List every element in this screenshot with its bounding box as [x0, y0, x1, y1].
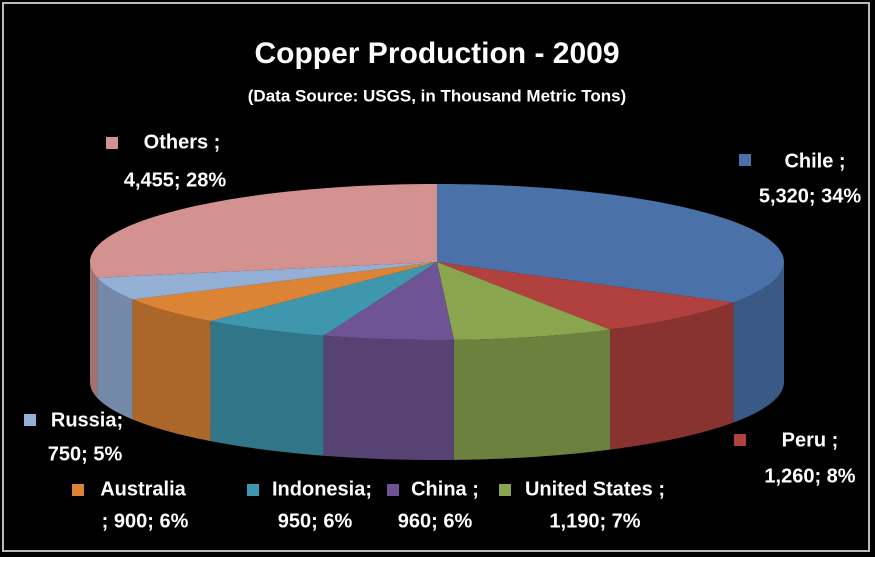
slice-side [733, 262, 784, 423]
data-label-value: 750; 5% [48, 443, 123, 465]
legend-swatch [387, 484, 399, 496]
slice [97, 262, 437, 300]
data-label-value: 1,190; 7% [549, 510, 640, 532]
slice-side [97, 277, 133, 420]
legend-swatch [739, 154, 751, 166]
chart-title: Copper Production - 2009 [254, 37, 619, 70]
legend-swatch [247, 484, 259, 496]
legend-swatch [499, 484, 511, 496]
slice-side [132, 299, 211, 442]
data-label-name: Peru ; [782, 429, 839, 451]
frame [2, 2, 870, 552]
legend-swatch [72, 484, 84, 496]
slice [437, 262, 734, 330]
legend-swatch [734, 434, 746, 446]
data-label-name: Others ; [144, 131, 221, 153]
slice-side [323, 335, 454, 460]
slice-side [453, 329, 611, 460]
data-label-value: 4,455; 28% [124, 169, 227, 191]
slice [437, 262, 611, 340]
slice [132, 262, 438, 322]
slice-side [210, 321, 324, 456]
slice [90, 184, 437, 278]
data-label-value: 1,260; 8% [764, 465, 855, 487]
data-label-name: Australia [100, 478, 186, 500]
data-label-name: Chile ; [784, 150, 845, 172]
slice [437, 184, 784, 303]
data-label-value: ; 900; 6% [102, 510, 189, 532]
legend-swatch [106, 137, 118, 149]
data-label-name: China ; [411, 478, 479, 500]
data-label-value: 950; 6% [278, 510, 353, 532]
slice-side [610, 302, 734, 450]
slice [323, 262, 454, 340]
slice-side [90, 262, 98, 398]
slice [210, 262, 437, 336]
data-label-name: Indonesia; [272, 478, 372, 500]
data-label-value: 5,320; 34% [759, 185, 862, 207]
legend-swatch [24, 414, 36, 426]
chart-subtitle: (Data Source: USGS, in Thousand Metric T… [248, 86, 626, 105]
data-label-name: United States ; [525, 478, 665, 500]
data-label-name: Russia; [51, 409, 123, 431]
data-label-value: 960; 6% [398, 510, 473, 532]
